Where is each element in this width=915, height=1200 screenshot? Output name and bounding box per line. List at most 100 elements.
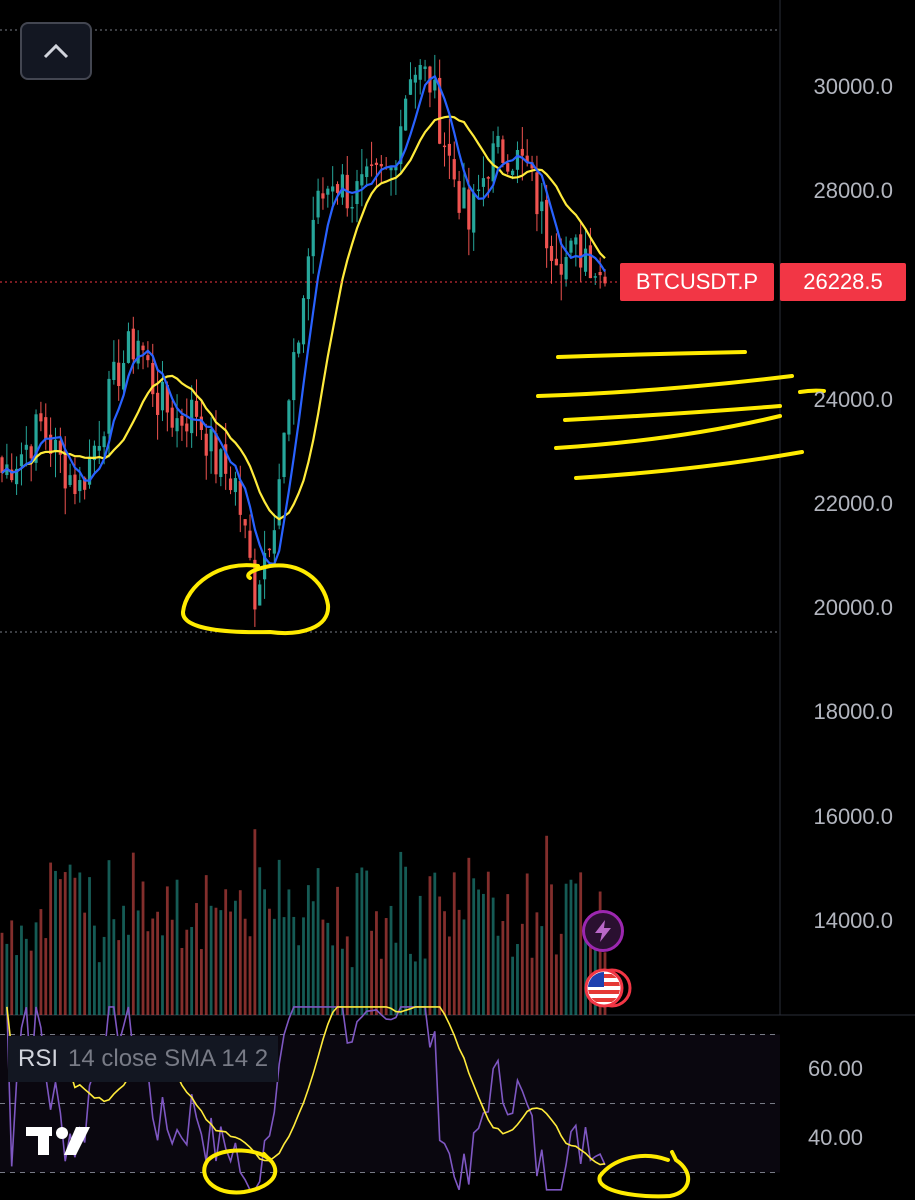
volume-bar [117, 940, 121, 1015]
candle-body [282, 432, 286, 478]
volume-bar [501, 921, 505, 1015]
volume-bar [268, 908, 271, 1015]
volume-bar [506, 894, 510, 1015]
candle-body [243, 519, 247, 526]
volume-bar [550, 884, 553, 1015]
volume-bar [457, 909, 461, 1015]
volume-bar [175, 879, 179, 1015]
candle-body [389, 167, 393, 171]
rsi-legend-name: RSI [18, 1045, 59, 1072]
volume-bar [39, 909, 43, 1015]
volume-bar [569, 879, 573, 1015]
candle-body [73, 474, 77, 495]
volume-bar [452, 872, 456, 1015]
us-flag-icon[interactable] [582, 966, 634, 1010]
volume-bar [360, 867, 364, 1015]
volume-bar [272, 918, 276, 1015]
volume-bar [399, 851, 403, 1015]
candle-body [292, 352, 296, 401]
tradingview-logo[interactable] [24, 1123, 96, 1159]
candle-body [267, 548, 272, 551]
volume-bar [443, 911, 446, 1015]
volume-bar [287, 889, 291, 1015]
volume-bar [277, 859, 281, 1015]
volume-bar [243, 918, 247, 1015]
candle-body [131, 328, 135, 360]
volume-bar [564, 883, 568, 1015]
volume-bar [156, 911, 160, 1015]
volume-bar [209, 905, 213, 1015]
volume-bar [530, 957, 534, 1015]
volume-bar [88, 877, 91, 1015]
volume-bar [234, 900, 237, 1015]
volume-bar [282, 917, 286, 1015]
rsi-legend[interactable]: RSI 14 close SMA 14 2 [8, 1036, 279, 1082]
candle-body [447, 143, 451, 156]
volume-bar [102, 936, 106, 1015]
candle-body [92, 445, 96, 461]
volume-bar [190, 927, 194, 1015]
candle-body [316, 190, 320, 218]
volume-bar [73, 877, 77, 1015]
volume-bar [5, 943, 9, 1015]
candle-body [258, 584, 262, 606]
volume-bar [253, 829, 257, 1015]
candle-body [399, 126, 403, 165]
volume-bar [496, 935, 500, 1015]
volume-bar [418, 895, 422, 1015]
volume-bar [204, 875, 208, 1015]
candle-body [194, 400, 199, 417]
candle-body [253, 559, 257, 610]
ma-fast-line [1, 74, 606, 566]
candle-body [452, 159, 456, 180]
price-axis-tick: 24000.0 [813, 386, 893, 412]
collapse-button[interactable] [20, 22, 92, 80]
candle-body [141, 345, 145, 351]
volume-bar [316, 868, 320, 1015]
volume-bar [579, 872, 583, 1015]
volume-bar [438, 896, 442, 1015]
volume-bar [238, 890, 242, 1015]
volume-bar [122, 905, 125, 1015]
candle-body [199, 416, 203, 430]
candle-body [102, 436, 106, 448]
annotation-stroke [574, 450, 804, 480]
lightning-icon[interactable] [582, 910, 624, 952]
rsi-axis-tick: 40.00 [807, 1125, 863, 1150]
candle-body [87, 456, 92, 485]
symbol-badge: BTCUSDT.P [620, 263, 774, 301]
volume-bar [78, 872, 82, 1015]
candle-body [583, 248, 588, 272]
rsi-pane [0, 1006, 780, 1191]
volume-bar [248, 936, 252, 1015]
candle-body [413, 74, 417, 83]
volume-bar [336, 886, 339, 1015]
volume-bar [34, 922, 38, 1015]
candle-body [14, 468, 19, 485]
price-axis-tick: 14000.0 [813, 907, 893, 933]
candle-body [160, 381, 165, 411]
candle-body [350, 206, 354, 209]
candle-body [579, 234, 583, 268]
candle-body [369, 164, 374, 166]
volume-bar [574, 883, 578, 1015]
candle-body [180, 415, 184, 426]
candle-body [238, 481, 242, 515]
candle-body [83, 477, 87, 490]
candlesticks [0, 54, 607, 627]
candle-body [277, 479, 281, 526]
candle-body [593, 276, 597, 278]
candle-body [136, 340, 140, 364]
candle-body [321, 193, 325, 199]
volume-bar [516, 944, 519, 1015]
volume-bar [511, 956, 515, 1015]
candle-body [10, 469, 14, 481]
candle-body [481, 178, 486, 187]
volume-bar [10, 920, 14, 1015]
volume-bar [49, 862, 53, 1015]
candle-body [574, 237, 578, 245]
candle-body [564, 257, 568, 280]
volume-bar [136, 910, 140, 1015]
volume-bar [326, 922, 330, 1015]
